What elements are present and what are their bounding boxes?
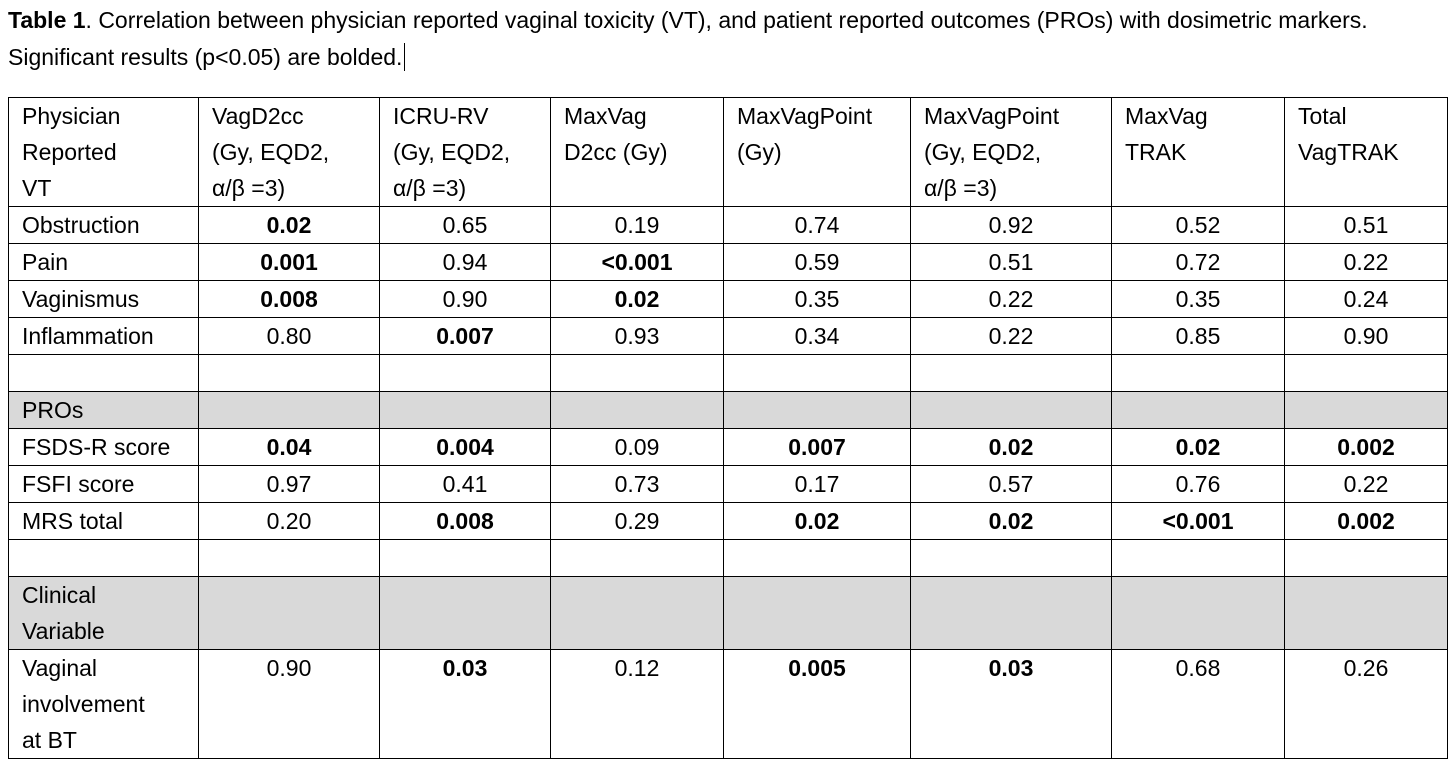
header-total-vagtrak: Total VagTRAK bbox=[1284, 97, 1448, 207]
row-label: MRS total bbox=[8, 502, 199, 540]
header-physician-vt: Physician Reported VT bbox=[8, 97, 199, 207]
table-row: MRS total 0.20 0.008 0.29 0.02 0.02 <0.0… bbox=[8, 502, 1448, 540]
table-cell: 0.35 bbox=[723, 280, 911, 318]
table-cell: 0.59 bbox=[723, 243, 911, 281]
table-cell: 0.97 bbox=[198, 465, 380, 503]
table-cell: 0.93 bbox=[550, 317, 724, 355]
table-cell: 0.90 bbox=[198, 649, 380, 759]
table-cell: 0.001 bbox=[198, 243, 380, 281]
table-row: FSFI score 0.97 0.41 0.73 0.17 0.57 0.76… bbox=[8, 465, 1448, 503]
table-cell: 0.26 bbox=[1284, 649, 1448, 759]
table-cell: 0.74 bbox=[723, 206, 911, 244]
header-maxvagpoint-eqd2: MaxVagPoint (Gy, EQD2, α/β =3) bbox=[910, 97, 1112, 207]
table-row: FSDS-R score 0.04 0.004 0.09 0.007 0.02 … bbox=[8, 428, 1448, 466]
table-cell: 0.004 bbox=[379, 428, 551, 466]
caption-text: . Correlation between physician reported… bbox=[8, 7, 1368, 70]
table-cell: 0.29 bbox=[550, 502, 724, 540]
row-label: FSFI score bbox=[8, 465, 199, 503]
table-cell: 0.09 bbox=[550, 428, 724, 466]
table-cell: 0.94 bbox=[379, 243, 551, 281]
table-row: Inflammation 0.80 0.007 0.93 0.34 0.22 0… bbox=[8, 317, 1448, 355]
table-cell: 0.22 bbox=[1284, 243, 1448, 281]
table-cell: 0.19 bbox=[550, 206, 724, 244]
table-cell: 0.008 bbox=[379, 502, 551, 540]
table-cell: 0.72 bbox=[1111, 243, 1285, 281]
table-cell: 0.04 bbox=[198, 428, 380, 466]
table-cell: 0.02 bbox=[910, 428, 1112, 466]
header-maxvag-trak: MaxVag TRAK bbox=[1111, 97, 1285, 207]
header-vagd2cc: VagD2cc (Gy, EQD2, α/β =3) bbox=[198, 97, 380, 207]
row-label: FSDS-R score bbox=[8, 428, 199, 466]
table-cell: 0.22 bbox=[910, 280, 1112, 318]
section-row-clinical: Clinical Variable bbox=[8, 576, 1448, 650]
table-cell: 0.007 bbox=[723, 428, 911, 466]
table-cell: 0.02 bbox=[723, 502, 911, 540]
table-cell: 0.68 bbox=[1111, 649, 1285, 759]
table-cell: 0.20 bbox=[198, 502, 380, 540]
table-row: Vaginal involvement at BT 0.90 0.03 0.12 0… bbox=[8, 649, 1448, 759]
table-cell: <0.001 bbox=[550, 243, 724, 281]
table-cell: 0.24 bbox=[1284, 280, 1448, 318]
row-label: Vaginismus bbox=[8, 280, 199, 318]
table-cell: 0.22 bbox=[910, 317, 1112, 355]
table-cell: 0.02 bbox=[198, 206, 380, 244]
correlation-table: Physician Reported VT VagD2cc (Gy, EQD2, α/β… bbox=[8, 97, 1448, 759]
table-cell: 0.90 bbox=[1284, 317, 1448, 355]
row-label: Obstruction bbox=[8, 206, 199, 244]
header-icru-rv: ICRU-RV (Gy, EQD2, α/β =3) bbox=[379, 97, 551, 207]
table-cell: 0.02 bbox=[1111, 428, 1285, 466]
row-label: Pain bbox=[8, 243, 199, 281]
table-cell: 0.12 bbox=[550, 649, 724, 759]
section-label: PROs bbox=[8, 391, 199, 429]
table-cell: 0.73 bbox=[550, 465, 724, 503]
table-cell: 0.02 bbox=[910, 502, 1112, 540]
header-maxvag-d2cc: MaxVag D2cc (Gy) bbox=[550, 97, 724, 207]
table-cell: 0.57 bbox=[910, 465, 1112, 503]
caption-label: Table 1 bbox=[8, 7, 86, 33]
table-cell: <0.001 bbox=[1111, 502, 1285, 540]
header-row: Physician Reported VT VagD2cc (Gy, EQD2, α/β… bbox=[8, 97, 1448, 207]
section-label: Clinical Variable bbox=[8, 576, 199, 650]
table-cell: 0.22 bbox=[1284, 465, 1448, 503]
row-label: Inflammation bbox=[8, 317, 199, 355]
text-cursor bbox=[404, 43, 406, 71]
table-cell: 0.002 bbox=[1284, 502, 1448, 540]
table-cell: 0.002 bbox=[1284, 428, 1448, 466]
table-cell: 0.85 bbox=[1111, 317, 1285, 355]
table-cell: 0.76 bbox=[1111, 465, 1285, 503]
table-row: Vaginismus 0.008 0.90 0.02 0.35 0.22 0.3… bbox=[8, 280, 1448, 318]
table-caption: Table 1. Correlation between physician r… bbox=[8, 2, 1428, 76]
section-row-pros: PROs bbox=[8, 391, 1448, 429]
table-cell: 0.17 bbox=[723, 465, 911, 503]
table-cell: 0.008 bbox=[198, 280, 380, 318]
table-cell: 0.65 bbox=[379, 206, 551, 244]
table-cell: 0.52 bbox=[1111, 206, 1285, 244]
table-cell: 0.34 bbox=[723, 317, 911, 355]
table-row: Obstruction 0.02 0.65 0.19 0.74 0.92 0.5… bbox=[8, 206, 1448, 244]
table-cell: 0.03 bbox=[910, 649, 1112, 759]
table-cell: 0.80 bbox=[198, 317, 380, 355]
table-cell: 0.92 bbox=[910, 206, 1112, 244]
row-label: Vaginal involvement at BT bbox=[8, 649, 199, 759]
spacer-row bbox=[8, 539, 1448, 577]
table-cell: 0.90 bbox=[379, 280, 551, 318]
spacer-row bbox=[8, 354, 1448, 392]
table-cell: 0.51 bbox=[910, 243, 1112, 281]
table-cell: 0.35 bbox=[1111, 280, 1285, 318]
table-cell: 0.41 bbox=[379, 465, 551, 503]
table-row: Pain 0.001 0.94 <0.001 0.59 0.51 0.72 0.… bbox=[8, 243, 1448, 281]
table-cell: 0.005 bbox=[723, 649, 911, 759]
table-cell: 0.02 bbox=[550, 280, 724, 318]
table-cell: 0.03 bbox=[379, 649, 551, 759]
table-cell: 0.007 bbox=[379, 317, 551, 355]
table-cell: 0.51 bbox=[1284, 206, 1448, 244]
header-maxvagpoint-gy: MaxVagPoint (Gy) bbox=[723, 97, 911, 207]
